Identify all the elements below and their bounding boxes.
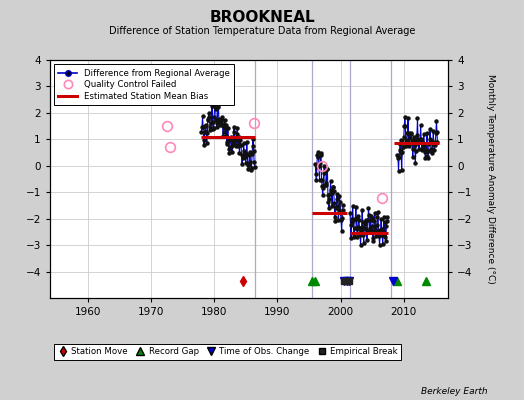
Legend: Station Move, Record Gap, Time of Obs. Change, Empirical Break: Station Move, Record Gap, Time of Obs. C… [54,344,401,360]
Y-axis label: Monthly Temperature Anomaly Difference (°C): Monthly Temperature Anomaly Difference (… [486,74,495,284]
Text: Berkeley Earth: Berkeley Earth [421,387,487,396]
Text: BROOKNEAL: BROOKNEAL [209,10,315,25]
Text: Difference of Station Temperature Data from Regional Average: Difference of Station Temperature Data f… [109,26,415,36]
